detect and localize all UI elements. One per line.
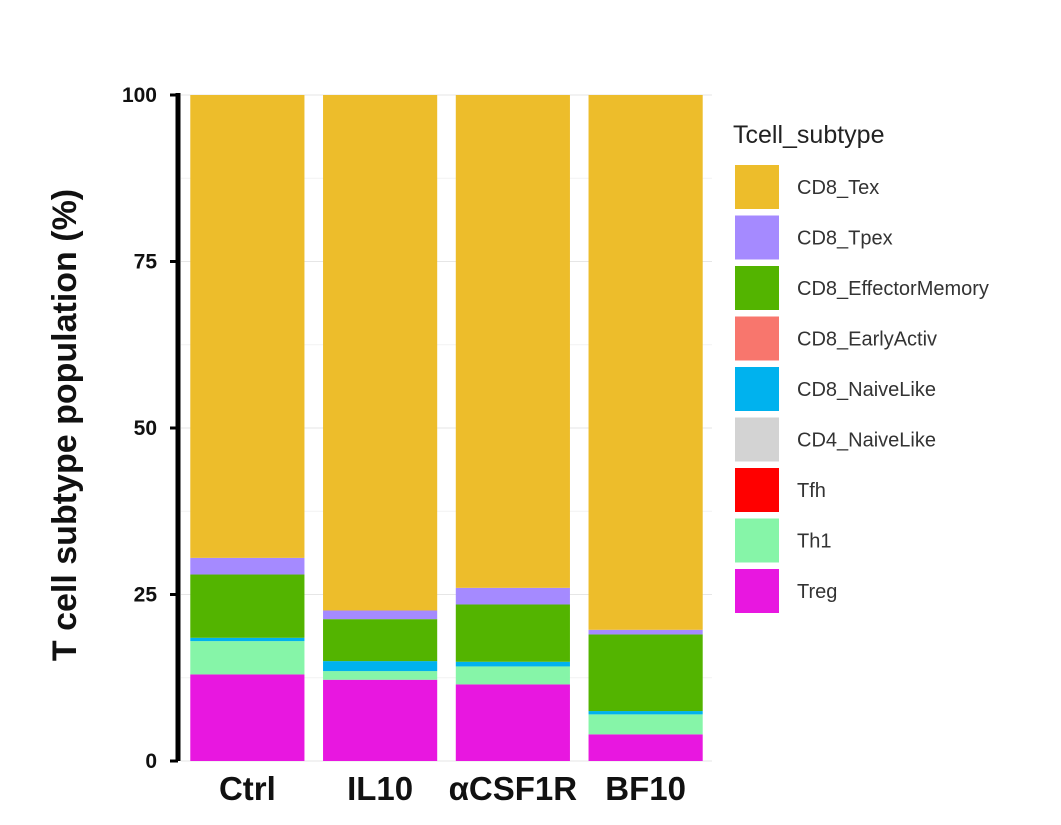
bar-segment xyxy=(588,95,703,630)
legend-swatch xyxy=(735,569,779,613)
bar-segment xyxy=(190,641,305,675)
legend-item: CD8_Tpex xyxy=(733,213,893,262)
legend-label: CD8_NaiveLike xyxy=(797,379,936,401)
bar-segment xyxy=(455,587,570,605)
legend-item: Th1 xyxy=(733,516,831,565)
bar-segment xyxy=(323,95,438,611)
y-tick-label: 0 xyxy=(145,750,157,773)
legend-title: Tcell_subtype xyxy=(733,121,884,149)
x-tick-label: IL10 xyxy=(347,770,413,807)
legend-swatch xyxy=(735,215,779,260)
legend-label: CD8_Tex xyxy=(797,177,879,199)
y-axis-label: T cell subtype population (%) xyxy=(46,189,84,661)
bar-segment xyxy=(190,674,305,761)
legend: Tcell_subtype CD8_Tex CD8_Tpex CD8_Effecto… xyxy=(733,121,989,615)
legend-swatch xyxy=(735,165,779,209)
legend-item: CD8_EarlyActiv xyxy=(733,314,937,363)
legend-label: Treg xyxy=(797,581,837,603)
bar-segment xyxy=(588,711,703,715)
bar-segment xyxy=(588,634,703,712)
y-tick-label: 75 xyxy=(134,251,158,274)
bar-segment xyxy=(455,661,570,667)
bar-segment xyxy=(455,604,570,662)
bar-stack-Ctrl xyxy=(190,95,305,761)
legend-label: CD8_Tpex xyxy=(797,228,893,250)
legend-label: CD8_EffectorMemory xyxy=(797,278,989,300)
bar-segment xyxy=(190,637,305,642)
y-tick-label: 100 xyxy=(122,84,157,107)
y-axis-ticks: 0 25 50 75 100 xyxy=(122,84,178,773)
legend-swatch xyxy=(735,518,779,563)
bar-segment xyxy=(588,714,703,735)
bar-segment xyxy=(323,619,438,662)
legend-item: Treg xyxy=(733,567,837,615)
x-tick-label: αCSF1R xyxy=(449,770,578,807)
legend-item: CD8_Tex xyxy=(733,163,879,211)
legend-label: CD4_NaiveLike xyxy=(797,430,936,452)
legend-label: Th1 xyxy=(797,531,831,553)
bar-segment xyxy=(455,95,570,588)
bars-layer xyxy=(190,95,703,761)
legend-swatch xyxy=(735,266,779,310)
bar-segment xyxy=(190,557,305,575)
bar-segment xyxy=(455,666,570,685)
legend-swatch xyxy=(735,367,779,411)
legend-swatch xyxy=(735,468,779,512)
bar-segment xyxy=(455,684,570,761)
y-tick-label: 50 xyxy=(134,417,157,440)
legend-item: CD4_NaiveLike xyxy=(733,415,936,464)
bar-segment xyxy=(323,661,438,672)
bar-segment xyxy=(190,574,305,638)
bar-stack-IL10 xyxy=(323,95,438,761)
x-tick-label: BF10 xyxy=(605,770,686,807)
y-tick-label: 25 xyxy=(134,584,158,607)
legend-item: CD8_NaiveLike xyxy=(733,365,936,413)
legend-label: Tfh xyxy=(797,480,826,502)
bar-segment xyxy=(588,629,703,635)
bar-segment xyxy=(588,734,703,761)
bar-stack-BF10 xyxy=(588,95,703,761)
bar-segment xyxy=(323,610,438,620)
legend-item: CD8_EffectorMemory xyxy=(733,264,989,312)
bar-segment xyxy=(323,671,438,680)
bar-stack-αCSF1R xyxy=(455,95,570,761)
legend-label: CD8_EarlyActiv xyxy=(797,329,937,351)
bar-segment xyxy=(190,95,305,558)
legend-item: Tfh xyxy=(733,466,826,514)
x-axis-labels: Ctrl IL10 αCSF1R BF10 xyxy=(219,770,686,807)
legend-swatch xyxy=(735,316,779,361)
x-tick-label: Ctrl xyxy=(219,770,276,807)
bar-segment xyxy=(323,679,438,761)
legend-swatch xyxy=(735,417,779,462)
